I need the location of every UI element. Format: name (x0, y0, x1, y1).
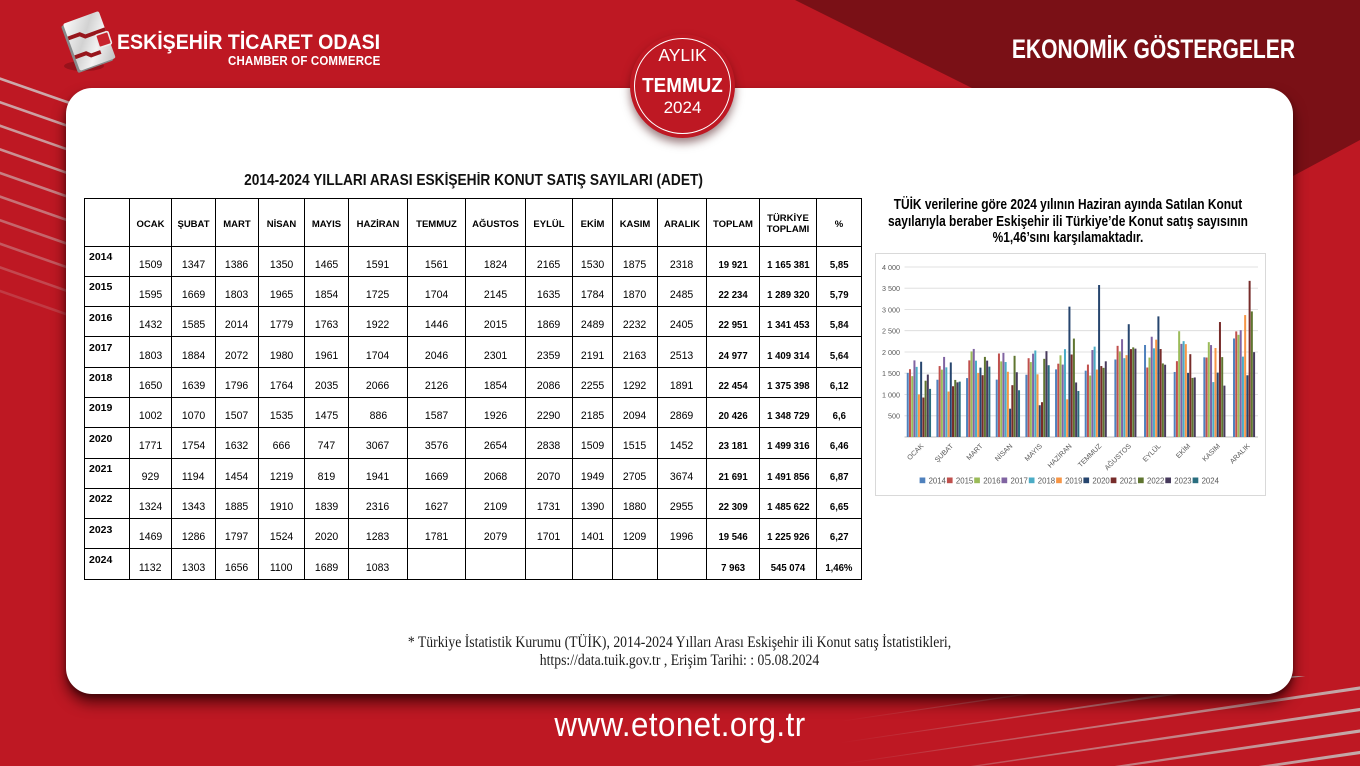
svg-text:500: 500 (888, 412, 900, 421)
svg-text:1 000: 1 000 (882, 390, 900, 399)
svg-text:3 000: 3 000 (882, 305, 900, 314)
svg-text:4 000: 4 000 (882, 263, 900, 272)
svg-text:2016: 2016 (983, 477, 1000, 486)
svg-text:2021: 2021 (1120, 477, 1137, 486)
svg-text:2017: 2017 (1011, 477, 1028, 486)
svg-text:2023: 2023 (1174, 477, 1191, 486)
svg-text:2014: 2014 (929, 477, 947, 486)
svg-text:2020: 2020 (1092, 477, 1110, 486)
svg-text:2024: 2024 (1202, 477, 1220, 486)
svg-text:2018: 2018 (1038, 477, 1055, 486)
svg-text:2019: 2019 (1065, 477, 1082, 486)
svg-text:2022: 2022 (1147, 477, 1164, 486)
svg-text:2 500: 2 500 (882, 327, 900, 336)
svg-text:2015: 2015 (956, 477, 974, 486)
svg-text:1 500: 1 500 (882, 369, 900, 378)
svg-text:2 000: 2 000 (882, 348, 900, 357)
svg-text:3 500: 3 500 (882, 284, 900, 293)
